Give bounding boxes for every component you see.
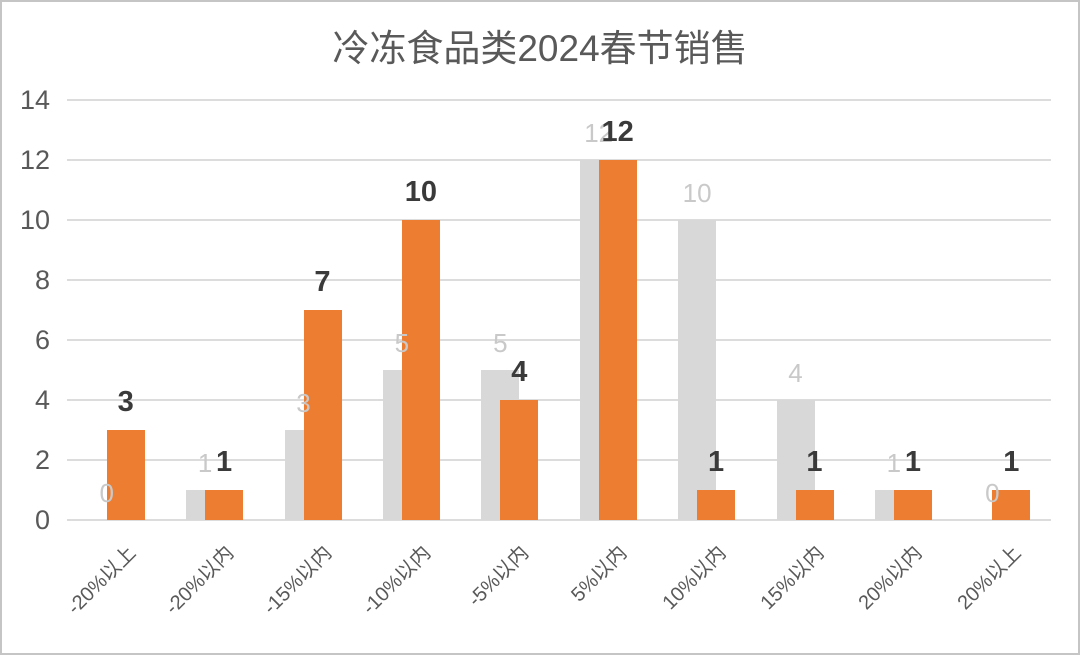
data-label-orange: 1	[1003, 446, 1020, 478]
gridline-y-14	[67, 99, 1051, 101]
data-label-orange: 3	[117, 386, 134, 418]
data-label-gray: 0	[99, 478, 114, 508]
data-label-gray: 3	[296, 388, 311, 418]
gridline-y-10	[67, 219, 1051, 221]
bar-orange--15%以内	[303, 310, 342, 520]
bar-orange-10%以内	[697, 490, 736, 520]
data-label-orange: 1	[216, 446, 233, 478]
data-label-orange: 10	[404, 176, 438, 208]
y-axis-tick-label: 12	[19, 145, 50, 175]
x-category-label: 10%以内	[658, 542, 731, 615]
bar-orange-15%以内	[795, 490, 834, 520]
y-axis-tick-label: 2	[34, 445, 50, 475]
data-label-orange: 4	[511, 356, 528, 388]
gridline-y-4	[67, 399, 1051, 401]
y-axis-tick-label: 0	[34, 505, 50, 535]
data-label-orange: 1	[806, 446, 823, 478]
gridline-y-12	[67, 159, 1051, 161]
data-label-gray: 10	[682, 178, 712, 208]
y-axis-tick-label: 10	[19, 205, 50, 235]
x-category-label: -5%以内	[464, 542, 534, 611]
bar-orange--20%以上	[106, 430, 145, 520]
bar-orange--5%以内	[500, 400, 539, 520]
data-label-gray: 1	[197, 448, 213, 478]
y-axis-tick-label: 6	[34, 325, 50, 355]
data-label-gray: 4	[788, 358, 803, 388]
x-category-label: -20%以内	[161, 542, 239, 619]
y-axis-tick-label: 14	[19, 85, 50, 115]
bar-orange-20%以内	[893, 490, 932, 520]
gridline-y-0	[67, 519, 1051, 521]
y-axis-tick-label: 8	[34, 265, 50, 295]
data-label-gray: 0	[985, 478, 1000, 508]
data-label-gray: 5	[394, 328, 410, 358]
x-category-label: 15%以内	[756, 542, 829, 615]
x-category-label: 5%以内	[567, 542, 632, 607]
x-category-label: -10%以内	[358, 542, 435, 619]
bar-orange-5%以内	[598, 160, 637, 520]
data-label-orange: 1	[708, 446, 725, 478]
bar-orange-20%以上	[992, 490, 1031, 520]
data-label-gray: 5	[493, 328, 508, 358]
data-label-gray: 12	[584, 118, 614, 148]
x-category-label: -20%以上	[62, 542, 140, 619]
chart-title: 冷冻食品类2024春节销售	[332, 28, 748, 69]
x-category-label: 20%以内	[854, 542, 927, 615]
y-axis-tick-label: 4	[34, 385, 50, 415]
data-label-gray: 1	[886, 448, 902, 478]
x-category-label: 20%以上	[953, 542, 1026, 615]
x-category-label: -15%以内	[259, 542, 337, 619]
bar-gray-10%以内	[678, 220, 717, 520]
bar-orange--10%以内	[401, 220, 440, 520]
gridline-y-2	[67, 459, 1051, 461]
data-label-orange: 7	[314, 266, 331, 298]
data-label-orange: 1	[904, 446, 921, 478]
gridline-y-8	[67, 279, 1051, 281]
bar-orange--20%以内	[205, 490, 244, 520]
data-label-orange: 12	[601, 116, 634, 148]
gridline-y-6	[67, 339, 1051, 341]
